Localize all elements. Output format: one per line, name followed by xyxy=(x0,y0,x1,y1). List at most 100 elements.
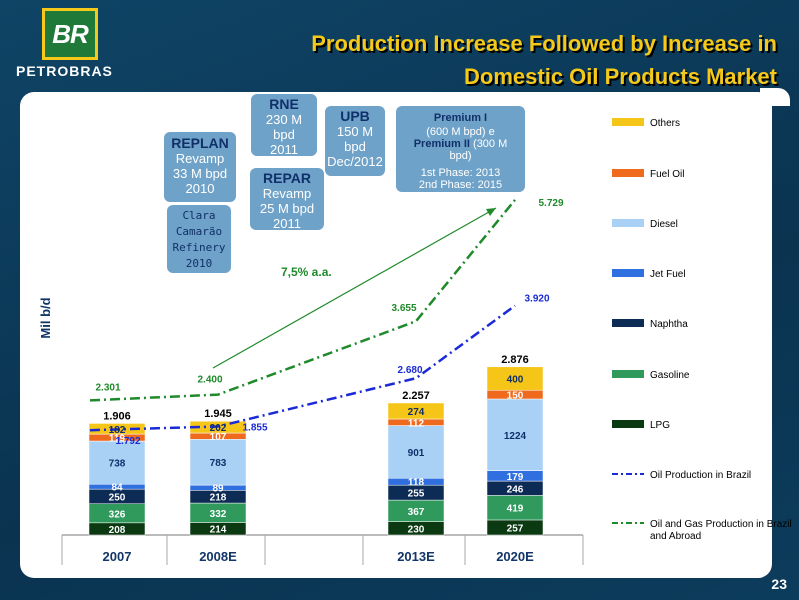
series-point-label: 1.855 xyxy=(242,422,267,433)
premium-phase-1: 1st Phase: 2013 xyxy=(420,167,501,179)
bar-value-label: 182 xyxy=(109,425,126,436)
bar-value-label: 250 xyxy=(109,492,126,503)
bar-value-label: 119 xyxy=(109,434,126,445)
legend-label: Diesel xyxy=(650,219,678,230)
rne-line-1: 230 M xyxy=(265,112,303,127)
premium-phase-2: 2nd Phase: 2015 xyxy=(418,179,503,191)
rne-line-3: 2011 xyxy=(270,142,298,157)
series-point-label: 1.792 xyxy=(115,436,140,447)
bar-value-label: 107 xyxy=(210,432,227,443)
legend-swatch xyxy=(612,118,644,126)
legend-swatch xyxy=(612,219,644,227)
bar-value-label: 326 xyxy=(109,509,126,520)
bar-value-label: 150 xyxy=(507,391,524,402)
x-tick-label: 2008E xyxy=(199,549,237,564)
clara-line-2: Camarão xyxy=(175,225,223,238)
premium-line-2-rest: (300 M xyxy=(469,138,508,150)
bar-value-label: 89 xyxy=(212,484,224,495)
legend-label: Others xyxy=(650,118,680,129)
bar-total-label: 2.876 xyxy=(501,354,529,366)
bar-value-label: 367 xyxy=(408,507,425,518)
annotation-replan: REPLAN Revamp 33 M bpd 2010 xyxy=(164,132,236,202)
annotation-premium: Premium I (600 M bpd) e Premium II (300 … xyxy=(396,106,525,192)
bar-value-label: 230 xyxy=(408,524,425,535)
series-point-label: 5.729 xyxy=(538,198,563,209)
bar-segment xyxy=(88,440,146,485)
bar-total-label: 2.257 xyxy=(402,390,430,402)
x-tick-label: 2007 xyxy=(103,549,132,564)
bar-value-label: 112 xyxy=(408,418,425,429)
bar-value-label: 783 xyxy=(210,458,227,469)
series-point-label: 3.920 xyxy=(524,294,549,305)
bar-segment xyxy=(189,439,247,486)
bar-value-label: 274 xyxy=(408,407,425,418)
repar-line-1: Revamp xyxy=(262,186,312,201)
replan-line-3: 2010 xyxy=(185,181,215,196)
bar-value-label: 214 xyxy=(210,525,227,536)
premium-title-1: Premium I xyxy=(433,112,488,124)
bar-value-label: 1224 xyxy=(504,431,527,442)
bar-value-label: 901 xyxy=(408,448,425,459)
bar-total-label: 1.945 xyxy=(204,408,232,420)
bar-value-label: 84 xyxy=(111,483,123,494)
legend-label: Fuel Oil xyxy=(650,169,684,180)
growth-arrow-line xyxy=(212,207,497,369)
rne-line-2: bpd xyxy=(273,127,295,142)
bar-segment xyxy=(486,398,544,471)
upb-line-1: 150 M xyxy=(336,124,374,139)
bar-value-label: 179 xyxy=(507,472,524,483)
legend-label: Oil Production in Brazil xyxy=(650,470,751,481)
legend-swatch xyxy=(612,420,644,428)
annotation-rne: RNE 230 M bpd 2011 xyxy=(251,94,317,157)
series-point-label: 2.680 xyxy=(397,365,422,376)
legend-swatch xyxy=(612,370,644,378)
growth-rate-label: 7,5% a.a. xyxy=(281,265,332,279)
growth-arrow-head xyxy=(486,208,496,216)
legend-label: LPG xyxy=(650,420,670,431)
bar-value-label: 246 xyxy=(507,484,524,495)
title-line-1: Production Increase Followed by Increase… xyxy=(311,31,777,56)
repar-line-3: 2011 xyxy=(273,216,301,231)
page-number: 23 xyxy=(771,576,787,592)
replan-line-1: Revamp xyxy=(175,151,225,166)
x-tick-label: 2020E xyxy=(496,549,534,564)
series-line xyxy=(89,304,516,432)
upb-title: UPB xyxy=(340,108,370,124)
bar-value-label: 255 xyxy=(408,489,425,500)
clara-line-3: Refinery xyxy=(172,241,226,254)
legend-swatch xyxy=(612,269,644,277)
clara-line-4: 2010 xyxy=(185,257,213,270)
clara-line-1: Clara xyxy=(182,209,216,222)
bar-segment xyxy=(387,425,445,479)
y-axis-label: Mil b/d xyxy=(38,297,53,338)
legend-swatch xyxy=(612,319,644,327)
annotation-upb: UPB 150 M bpd Dec/2012 xyxy=(325,106,385,176)
bar-total-label: 1.906 xyxy=(103,410,131,422)
replan-title: REPLAN xyxy=(171,135,229,151)
slide-title: Production Increase Followed by Increase… xyxy=(257,27,777,93)
bar-value-label: 208 xyxy=(109,525,126,536)
annotation-clara-camarao: Clara Camarão Refinery 2010 xyxy=(167,205,231,273)
legend-swatch xyxy=(612,169,644,177)
bar-value-label: 257 xyxy=(507,523,524,534)
bar-value-label: 400 xyxy=(507,375,524,386)
logo-text: BR xyxy=(52,19,89,49)
legend-label: and Abroad xyxy=(650,531,701,542)
bar-value-label: 118 xyxy=(408,478,425,489)
premium-line-3: bpd) xyxy=(449,150,472,162)
premium-line-1: (600 M bpd) e xyxy=(426,126,495,138)
repar-title: REPAR xyxy=(263,170,311,186)
company-name: PETROBRAS xyxy=(16,63,113,79)
premium-title-2: Premium II xyxy=(413,138,470,150)
legend-label: Naphtha xyxy=(650,319,688,330)
title-line-2: Domestic Oil Products Market xyxy=(464,64,777,89)
legend-label: Gasoline xyxy=(650,370,690,381)
series-point-label: 3.655 xyxy=(391,303,416,314)
bar-value-label: 419 xyxy=(507,504,524,515)
replan-line-2: 33 M bpd xyxy=(172,166,228,181)
upb-line-3: Dec/2012 xyxy=(327,154,383,169)
legend-label: Oil and Gas Production in Brazil xyxy=(650,519,792,530)
bar-segment xyxy=(486,495,544,521)
bar-segment xyxy=(387,402,445,420)
